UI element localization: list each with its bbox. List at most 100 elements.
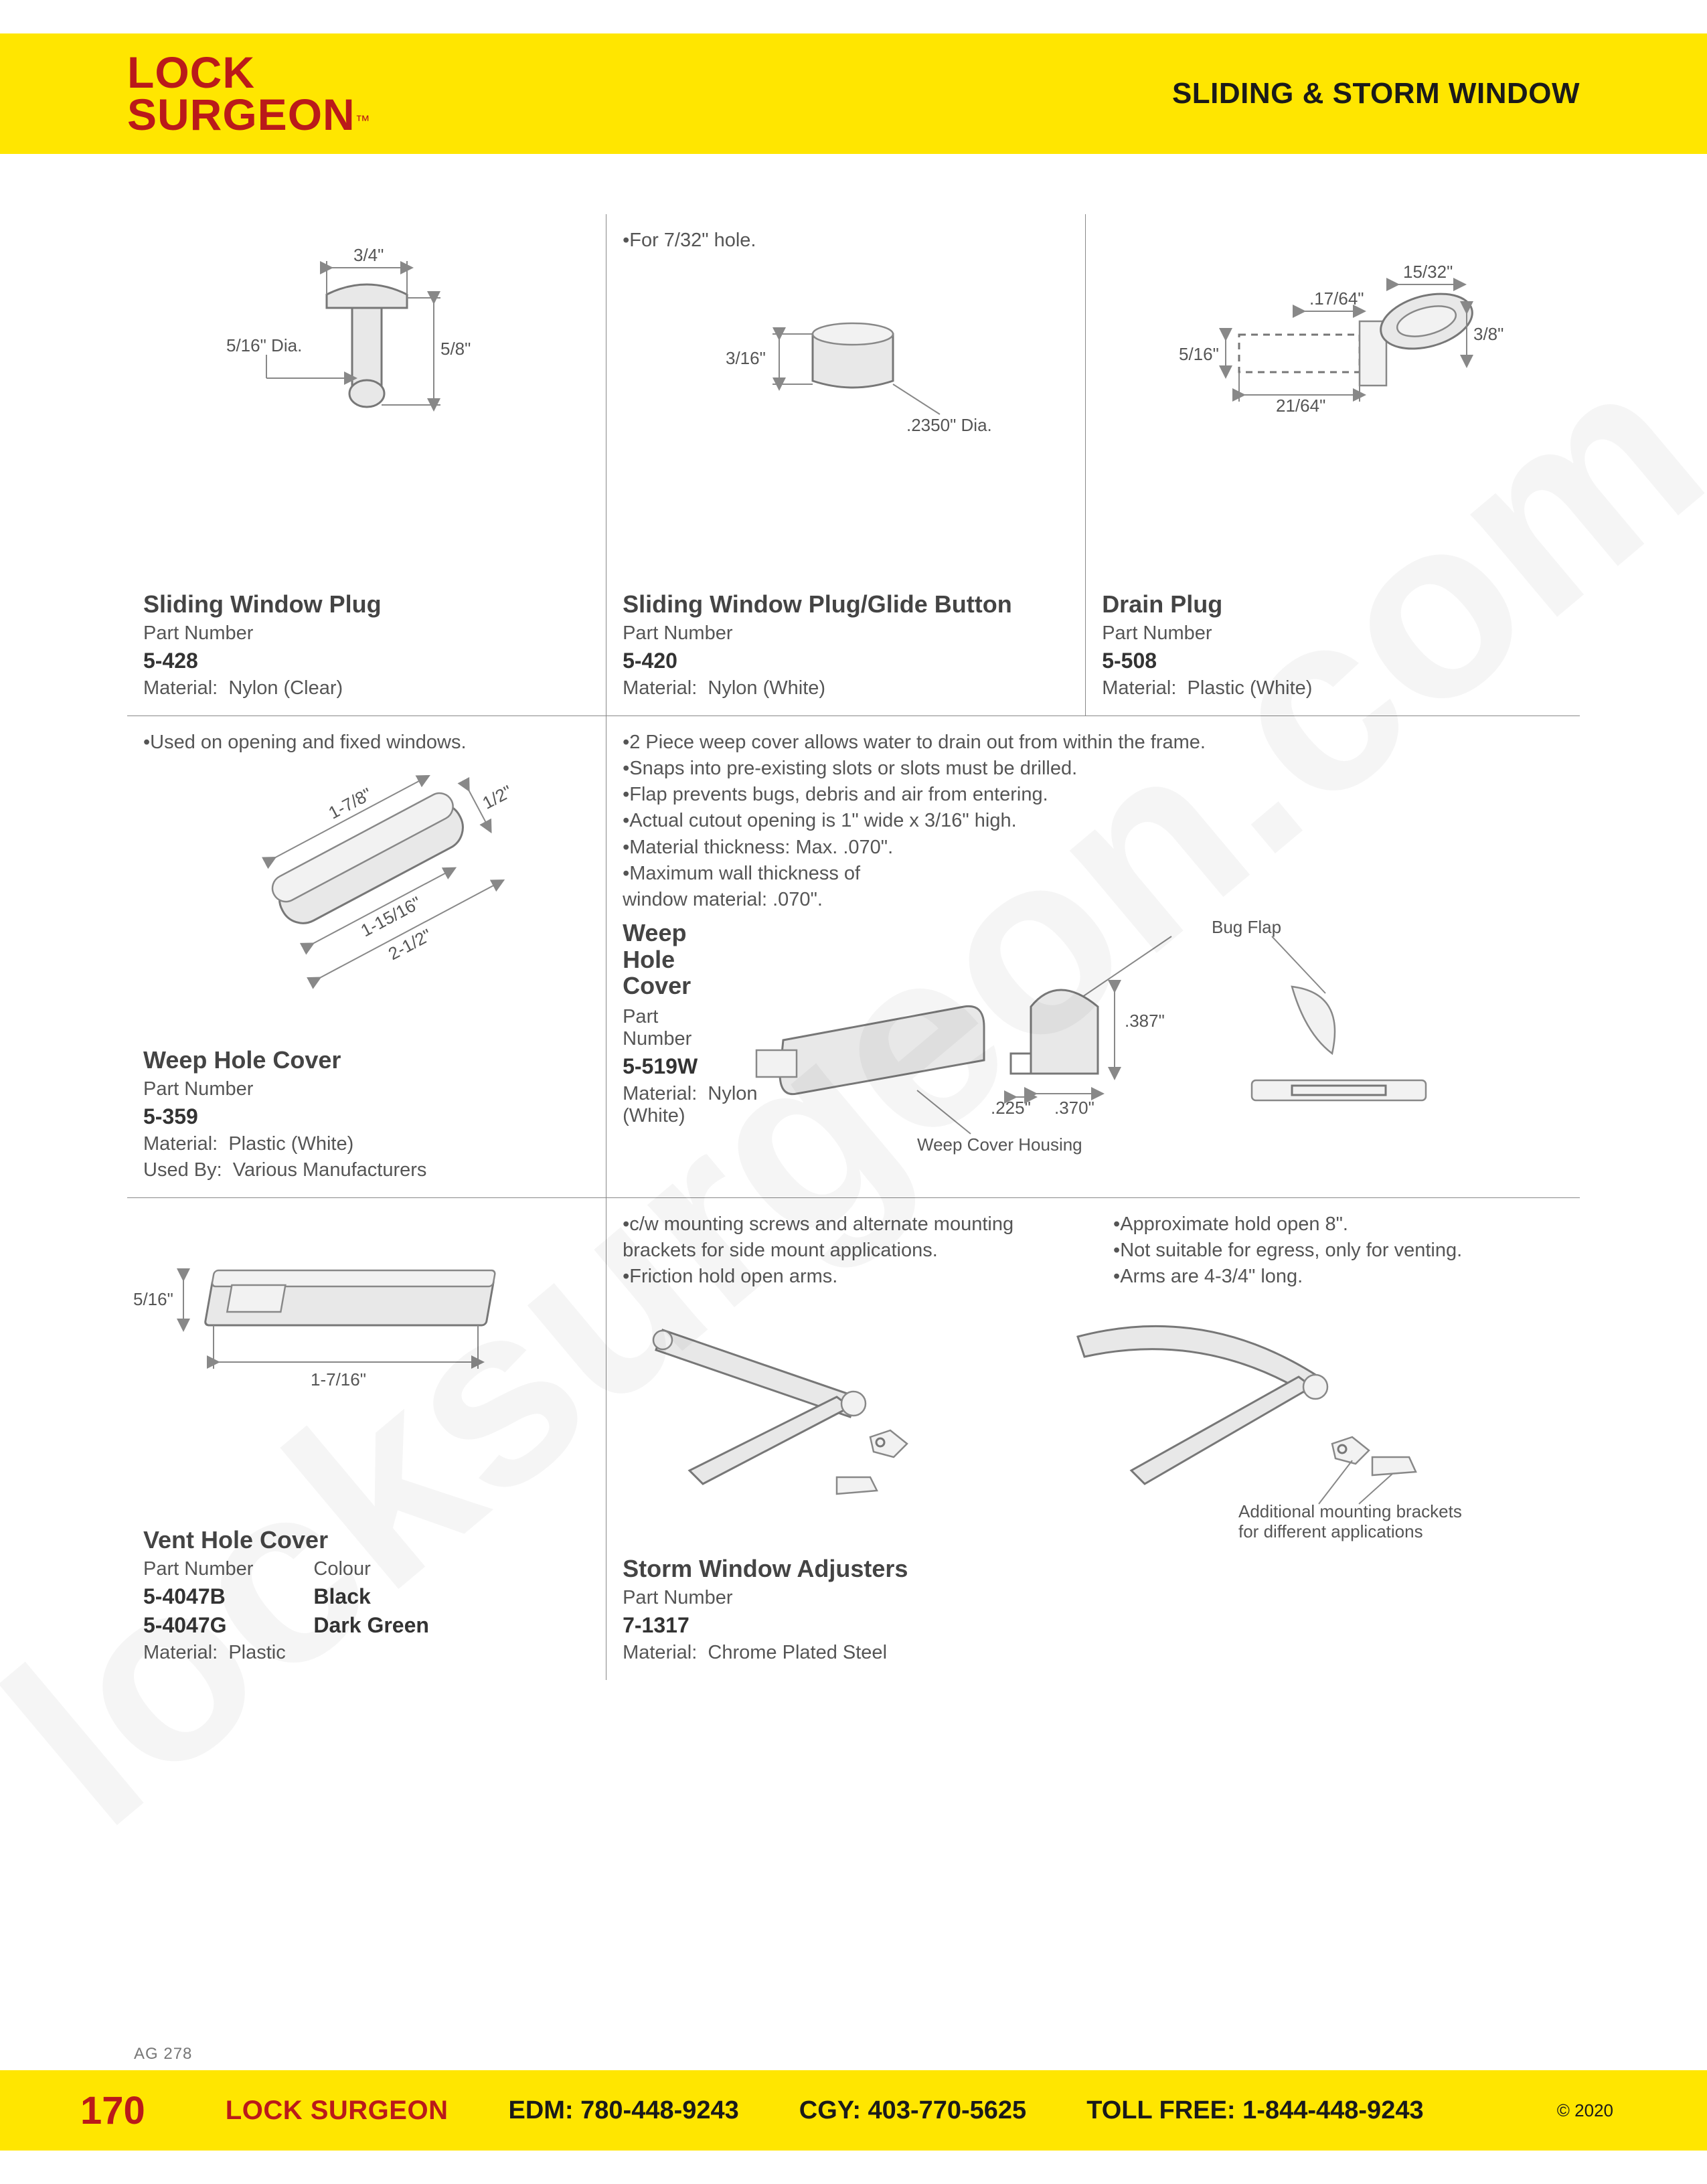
pn-5-519w: 5-519W (623, 1054, 730, 1079)
note-line: •Material thickness: Max. .070". (623, 835, 1564, 861)
mat-val: Plastic (White) (1188, 677, 1313, 699)
title-5-508: Drain Plug (1102, 590, 1564, 618)
diagram-5-4047: 5/16" 1-7/16" (143, 1211, 590, 1426)
notes-left: •c/w mounting screws and alternate mount… (623, 1211, 1073, 1290)
pn-label: Part Number (623, 622, 1069, 645)
dim-height: 5/8" (440, 339, 471, 359)
note-line: window material: .070". (623, 887, 1564, 913)
title-5-359: Weep Hole Cover (143, 1046, 590, 1074)
mat-label: Material: (1102, 677, 1176, 699)
note-line: •c/w mounting screws and alternate mount… (623, 1211, 1073, 1238)
pn-label: Part Number (1102, 622, 1564, 645)
title-5-428: Sliding Window Plug (143, 590, 590, 618)
title-7-1317: Storm Window Adjusters (623, 1555, 997, 1583)
footer-tollfree: TOLL FREE: 1-844-448-9243 (1086, 2096, 1423, 2125)
note-line: •Actual cutout opening is 1" wide x 3/16… (623, 808, 1564, 834)
notes-right: •Approximate hold open 8". •Not suitable… (1113, 1211, 1564, 1290)
brand-logo: LOCK SURGEON™ (127, 52, 370, 135)
note-line: •Maximum wall thickness of (623, 861, 1564, 887)
note-5-420: •For 7/32" hole. (623, 228, 1069, 254)
pn-label: Part Number (143, 1078, 590, 1100)
note-line: •Friction hold open arms. (623, 1264, 1073, 1290)
mat-label: Material: (143, 1133, 218, 1155)
note-line: •2 Piece weep cover allows water to drai… (623, 730, 1564, 756)
colour1: Black (313, 1584, 429, 1609)
dim-width: 3/4" (353, 245, 384, 265)
mat-val: Nylon (Clear) (228, 677, 343, 699)
note-line: •Arms are 4-3/4" long. (1113, 1264, 1564, 1290)
colour2: Dark Green (313, 1613, 429, 1638)
pn-5-428: 5-428 (143, 649, 590, 673)
dim-h: 5/16" (133, 1289, 173, 1309)
row-3: 5/16" 1-7/16" Vent Hole Cover Part Numbe… (127, 1198, 1580, 1680)
note-line: •Flap prevents bugs, debris and air from… (623, 782, 1564, 808)
pn-label: Part Number (623, 1006, 730, 1050)
mat-label: Material: (623, 677, 697, 699)
diagram-5-420: 3/16" .2350" Dia. (623, 254, 1069, 481)
mat-val: Plastic (White) (228, 1133, 353, 1155)
diagram-5-428: 3/4" 5/8" 5/16" Dia. (143, 228, 590, 482)
dim-a: 15/32" (1403, 262, 1453, 282)
pn-5-420: 5-420 (623, 649, 1069, 673)
dim-h: 1/2" (479, 781, 515, 813)
title-l1: Weep (623, 919, 686, 946)
note-line: •Snaps into pre-existing slots or slots … (623, 756, 1564, 782)
dim-dia: .2350" Dia. (906, 415, 992, 435)
mat-label: Material: (143, 1642, 218, 1663)
footer-edm: EDM: 780-448-9243 (508, 2096, 738, 2125)
ag-code: AG 278 (134, 2045, 192, 2064)
row-2: •Used on opening and fixed windows. 1-7/… (127, 716, 1580, 1198)
usedby-val: Various Manufacturers (233, 1159, 427, 1181)
title-l2: Hole (623, 946, 675, 973)
pn-5-359: 5-359 (143, 1104, 590, 1129)
brand-line2: SURGEON (127, 90, 355, 139)
diagram-5-508: 15/32" .17/64" 3/8" 5/16" 21/64" (1102, 228, 1564, 482)
dim-c: .387" (1125, 1011, 1165, 1031)
callout-housing: Weep Cover Housing (917, 1135, 1082, 1155)
dim-c: 3/8" (1473, 324, 1503, 344)
cell-drain-plug: 15/32" .17/64" 3/8" 5/16" 21/64" Drain P… (1086, 214, 1580, 716)
pn-label: Part Number (623, 1587, 997, 1609)
diagram-5-359: 1-7/8" 1-15/16" 2-1/2" 1/2" (143, 756, 590, 977)
page-number: 170 (80, 2088, 145, 2133)
cell-weep-cover-5359: •Used on opening and fixed windows. 1-7/… (127, 716, 606, 1197)
dim-dia: 5/16" Dia. (226, 335, 302, 355)
note-line: brackets for side mount applications. (623, 1238, 1073, 1264)
title-5-4047: Vent Hole Cover (143, 1526, 590, 1554)
pn-5-508: 5-508 (1102, 649, 1564, 673)
callout-brackets-l2: for different applications (1238, 1521, 1423, 1541)
pn1: 5-4047B (143, 1584, 253, 1609)
brand-line1: LOCK (127, 52, 370, 94)
mat-label: Material: (623, 1083, 697, 1104)
note-line: •Approximate hold open 8". (1113, 1211, 1564, 1238)
callout-bugflap: Bug Flap (1212, 917, 1281, 937)
dim-d: 5/16" (1179, 344, 1219, 364)
footer-cgy: CGY: 403-770-5625 (799, 2096, 1026, 2125)
footer-copyright: © 2020 (1557, 2100, 1613, 2121)
dim-a: .225" (991, 1098, 1031, 1118)
pn-7-1317: 7-1317 (623, 1613, 997, 1638)
title-5-420: Sliding Window Plug/Glide Button (623, 590, 1069, 618)
mat-label: Material: (143, 677, 218, 699)
usedby-label: Used By: (143, 1159, 222, 1181)
note-5-359: •Used on opening and fixed windows. (143, 730, 590, 756)
callout-brackets-l1: Additional mounting brackets (1238, 1501, 1462, 1521)
footer-brand: LOCK SURGEON (226, 2096, 449, 2126)
cell-sliding-window-plug: 3/4" 5/8" 5/16" Dia. Sliding Window Plug… (127, 214, 606, 716)
cell-weep-cover-5519w: •2 Piece weep cover allows water to drai… (606, 716, 1580, 1197)
pn2: 5-4047G (143, 1613, 253, 1638)
header-bar: LOCK SURGEON™ SLIDING & STORM WINDOW (0, 33, 1707, 154)
mat-val: Chrome Plated Steel (708, 1642, 887, 1663)
dim-e: 21/64" (1276, 396, 1325, 416)
title-l3: Cover (623, 972, 691, 999)
note-line: •Not suitable for egress, only for venti… (1113, 1238, 1564, 1264)
brand-tm: ™ (355, 112, 370, 129)
section-title: SLIDING & STORM WINDOW (1172, 77, 1580, 110)
cell-vent-hole-cover: 5/16" 1-7/16" Vent Hole Cover Part Numbe… (127, 1198, 606, 1680)
dim-b: .370" (1054, 1098, 1094, 1118)
dim-b: .17/64" (1309, 288, 1364, 309)
footer-bar: 170 LOCK SURGEON EDM: 780-448-9243 CGY: … (0, 2070, 1707, 2151)
colour-label: Colour (313, 1558, 429, 1580)
pn-label: Part Number (143, 622, 590, 645)
diagram-5-519w: Bug Flap .225" .370" (743, 920, 1479, 1177)
